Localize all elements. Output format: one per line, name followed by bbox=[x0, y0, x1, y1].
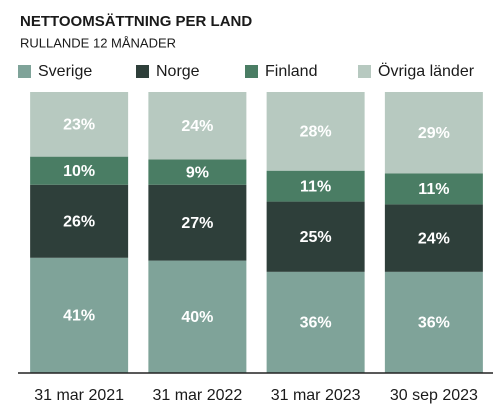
legend-swatch bbox=[358, 65, 371, 78]
value-label: 29% bbox=[418, 125, 450, 142]
value-label: 26% bbox=[63, 213, 95, 230]
value-label: 40% bbox=[181, 309, 213, 326]
bar-segment bbox=[30, 184, 129, 258]
value-label: 36% bbox=[300, 315, 332, 332]
legend: Sverige Norge Finland Övriga länder bbox=[18, 62, 475, 80]
value-label: 24% bbox=[181, 118, 213, 135]
bar-segment bbox=[30, 92, 129, 157]
bar-segment bbox=[148, 260, 247, 373]
legend-label: Finland bbox=[265, 63, 317, 80]
legend-swatch bbox=[245, 65, 258, 78]
value-label: 11% bbox=[300, 178, 331, 195]
x-tick-label: 31 mar 2023 bbox=[271, 387, 361, 404]
bar-segment bbox=[266, 170, 365, 202]
bar-segment bbox=[384, 204, 483, 272]
legend-label: Sverige bbox=[38, 63, 92, 80]
value-label: 10% bbox=[63, 163, 95, 180]
value-label: 24% bbox=[418, 230, 450, 247]
bar-segment bbox=[148, 184, 247, 261]
value-label: 41% bbox=[63, 308, 95, 325]
bar-segment bbox=[148, 92, 247, 160]
legend-label: Norge bbox=[156, 63, 200, 80]
x-tick-label: 30 sep 2023 bbox=[390, 387, 478, 404]
bar-segment bbox=[30, 156, 129, 185]
value-label: 28% bbox=[300, 124, 332, 141]
legend-label: Övriga länder bbox=[378, 62, 475, 80]
bar-segment bbox=[148, 159, 247, 185]
value-label: 11% bbox=[418, 181, 449, 198]
chart-subtitle: RULLANDE 12 MÅNADER bbox=[20, 35, 176, 50]
bar-segment bbox=[384, 92, 483, 174]
value-label: 9% bbox=[186, 164, 209, 181]
bar-segment bbox=[384, 173, 483, 205]
bar-segment bbox=[266, 271, 365, 373]
x-tick-label: 31 mar 2022 bbox=[152, 387, 242, 404]
value-label: 27% bbox=[181, 215, 213, 232]
chart-title: NETTOOMSÄTTNING PER LAND bbox=[20, 13, 252, 30]
legend-swatch bbox=[136, 65, 149, 78]
value-label: 23% bbox=[63, 117, 95, 134]
value-label: 25% bbox=[300, 229, 332, 246]
bar-segment bbox=[384, 271, 483, 373]
value-label: 36% bbox=[418, 315, 450, 332]
bar-segment bbox=[266, 92, 365, 171]
plot: 41% 26% 10% 23% 40% 27% 9% 24% 36% 25% 11% 28% 36% 24… bbox=[30, 92, 483, 373]
bar-segment bbox=[266, 201, 365, 272]
bar-segment bbox=[30, 257, 129, 373]
x-tick-label: 31 mar 2021 bbox=[34, 387, 124, 404]
legend-swatch bbox=[18, 65, 31, 78]
